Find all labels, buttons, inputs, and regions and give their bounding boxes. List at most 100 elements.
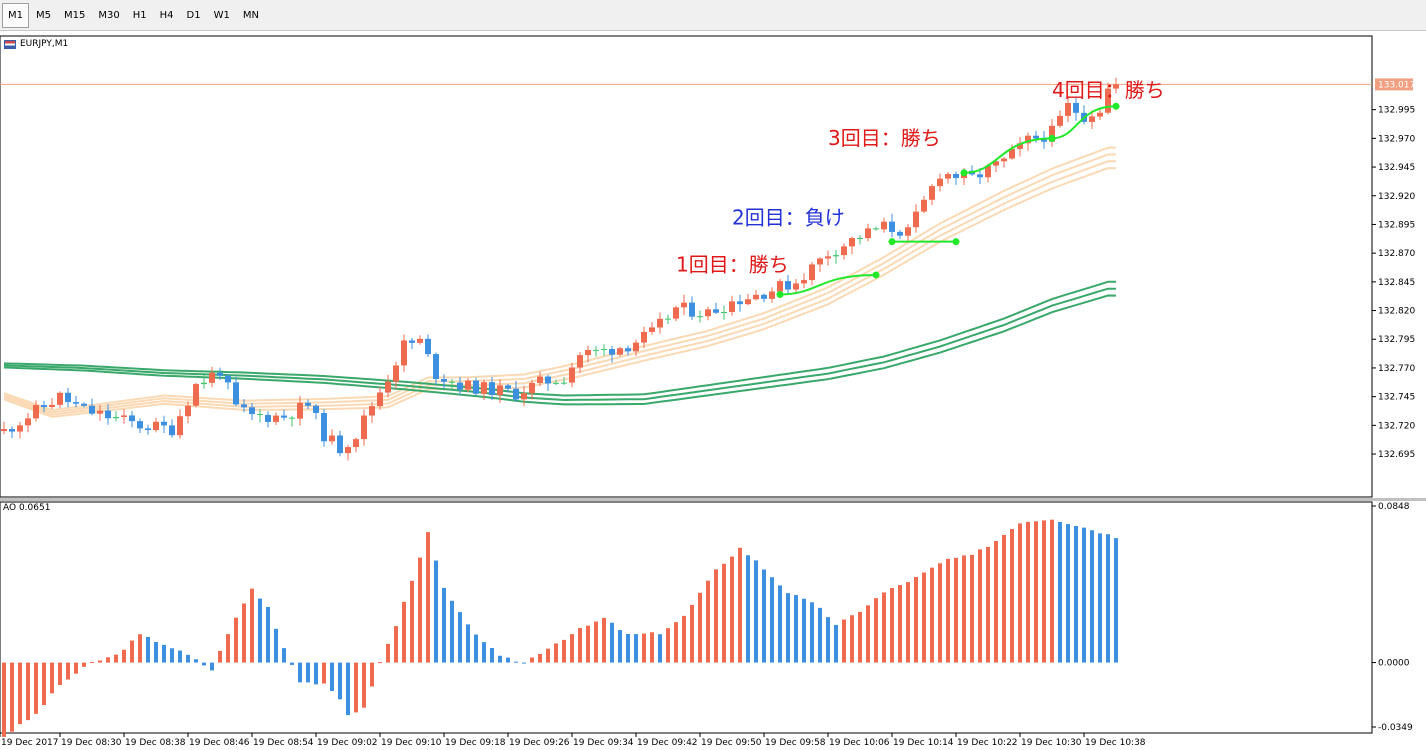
candle-body (689, 302, 695, 317)
candle-body (1089, 116, 1095, 122)
ao-bar (522, 662, 526, 664)
candle-body (369, 406, 375, 416)
y-tick-label: 132.970 (1378, 134, 1415, 144)
x-tick-label: 19 Dec 09:26 (509, 738, 570, 748)
ao-bar (642, 633, 646, 663)
candle (161, 415, 167, 433)
candle (649, 321, 655, 335)
candle (633, 339, 639, 356)
timeframe-button-h1[interactable]: H1 (126, 3, 153, 28)
timeframe-button-mn[interactable]: MN (236, 3, 265, 28)
timeframe-button-w1[interactable]: W1 (207, 3, 236, 28)
candle-body (761, 294, 767, 299)
ao-bar (18, 662, 22, 725)
candle-body (657, 318, 663, 328)
ao-bar (26, 662, 30, 721)
candle (305, 399, 311, 410)
candle (905, 224, 911, 243)
ao-bar (242, 603, 246, 663)
x-tick-label: 19 Dec 09:58 (765, 738, 826, 748)
ao-bar (890, 588, 894, 663)
ao-bar (418, 557, 422, 663)
timeframe-button-m15[interactable]: M15 (58, 3, 92, 28)
candle (553, 379, 559, 386)
candle-body (833, 255, 839, 257)
x-tick-label: 19 Dec 10:30 (1021, 738, 1082, 748)
ao-bar (650, 632, 654, 663)
candle (713, 302, 719, 314)
candle-body (457, 382, 463, 390)
ao-bar (754, 560, 758, 663)
ao-bar (530, 657, 534, 663)
candle-body (881, 221, 887, 230)
candle-body (481, 382, 487, 394)
candle (753, 289, 759, 301)
timeframe-button-h4[interactable]: H4 (153, 3, 180, 28)
ao-bar (1098, 533, 1102, 663)
candle (889, 213, 895, 238)
candle-body (25, 418, 31, 426)
candle-body (401, 340, 407, 366)
candle (809, 261, 815, 286)
candle (289, 415, 295, 427)
y-tick-label: 132.845 (1378, 278, 1415, 288)
candle-body (377, 392, 383, 407)
y-tick-label: 132.945 (1378, 163, 1415, 173)
trade-4 (1048, 102, 1120, 142)
candle (465, 378, 471, 392)
candle (993, 159, 999, 172)
ao-bar (290, 662, 294, 665)
ao-bar (202, 662, 206, 666)
candle-body (1, 429, 7, 432)
ao-bar (618, 630, 622, 663)
candle (177, 409, 183, 439)
ao-bar (730, 556, 734, 663)
candle (1113, 77, 1119, 93)
candle-body (137, 421, 143, 429)
candle (1105, 82, 1111, 115)
ao-bar (378, 662, 382, 664)
ma-slow-line-2 (3, 287, 1116, 402)
candle-body (537, 376, 543, 383)
candle-body (873, 228, 879, 230)
ao-bar (426, 532, 430, 663)
timeframe-button-m30[interactable]: M30 (92, 3, 126, 28)
timeframe-button-m1[interactable]: M1 (2, 3, 29, 28)
candle-body (297, 402, 303, 419)
ao-y-tick-label: 0.0000 (1378, 659, 1410, 669)
trade-1 (776, 271, 880, 298)
candle (785, 274, 791, 294)
candle (729, 295, 735, 316)
candle (929, 184, 935, 206)
timeframe-button-m5[interactable]: M5 (30, 3, 57, 28)
candle (617, 347, 623, 357)
candle (497, 379, 503, 403)
ao-bar (466, 624, 470, 663)
candle (393, 361, 399, 389)
candle-body (113, 417, 119, 419)
candle (249, 403, 255, 421)
x-tick-label: 19 Dec 09:10 (381, 738, 442, 748)
candle (345, 444, 351, 461)
candle-body (41, 405, 47, 408)
ao-bar (810, 602, 814, 663)
ao-bar (170, 648, 174, 663)
ao-bar (690, 604, 694, 663)
candle (1065, 96, 1071, 123)
ao-bar (682, 615, 686, 663)
candle (417, 335, 423, 345)
ao-bar (898, 585, 902, 663)
candle-body (1025, 135, 1031, 144)
ao-bar (186, 654, 190, 663)
candle-body (585, 349, 591, 356)
candle-body (393, 365, 399, 382)
candle (1097, 108, 1103, 121)
timeframe-button-d1[interactable]: D1 (180, 3, 207, 28)
candle (33, 400, 39, 422)
candle (97, 405, 103, 421)
ao-bar (858, 611, 862, 663)
ao-bar (1050, 519, 1054, 663)
candle-body (265, 414, 271, 422)
ao-bar (138, 634, 142, 663)
